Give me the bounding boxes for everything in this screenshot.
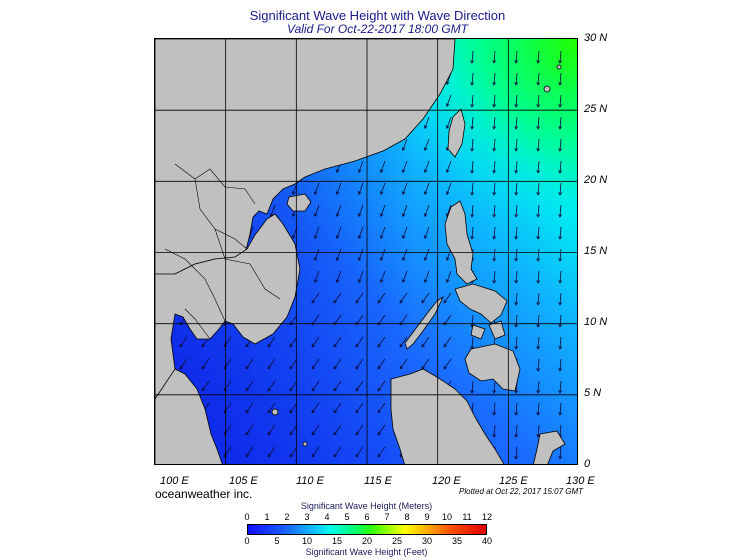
colorbar-meter-tick: 10 xyxy=(441,512,453,522)
colorbar-meter-tick: 9 xyxy=(424,512,430,522)
lat-label-5n: 5 N xyxy=(584,387,602,399)
lon-label-130e: 130 E xyxy=(566,475,595,487)
landmass xyxy=(155,39,566,464)
colorbar-feet-tick: 10 xyxy=(301,536,313,546)
colorbar-meter-tick: 6 xyxy=(364,512,370,522)
lat-lon-grid xyxy=(155,39,577,464)
plotted-timestamp: Plotted at Oct 22, 2017 15:07 GMT xyxy=(459,487,584,496)
lon-label-115e: 115 E xyxy=(364,475,392,487)
map-subtitle: Valid For Oct-22-2017 18:00 GMT xyxy=(287,22,468,36)
lat-label-20n: 20 N xyxy=(584,174,608,186)
palawan-island xyxy=(404,295,444,350)
colorbar-meter-tick: 2 xyxy=(284,512,290,522)
colorbar-feet-tick: 5 xyxy=(274,536,280,546)
lat-label-15n: 15 N xyxy=(584,245,608,257)
lon-label-125e: 125 E xyxy=(499,475,528,487)
colorbar-feet-tick: 40 xyxy=(481,536,493,546)
mindanao-island xyxy=(464,343,521,392)
luzon-island xyxy=(444,200,478,285)
country-borders xyxy=(164,163,281,340)
visayas-islands xyxy=(454,283,508,324)
wave-map xyxy=(154,38,578,465)
colorbar-feet-tick: 25 xyxy=(391,536,403,546)
colorbar-meter-tick: 3 xyxy=(304,512,310,522)
colorbar-title-feet: Significant Wave Height (Feet) xyxy=(305,547,428,557)
lon-label-120e: 120 E xyxy=(432,475,461,487)
colorbar-feet-tick: 20 xyxy=(361,536,373,546)
colorbar-meter-tick: 1 xyxy=(264,512,270,522)
colorbar-meter-tick: 11 xyxy=(462,512,472,522)
sulawesi-island xyxy=(533,430,566,464)
colorbar-meter-tick: 0 xyxy=(244,512,250,522)
colorbar-meter-tick: 12 xyxy=(481,512,493,522)
hainan-island xyxy=(286,193,312,212)
colorbar-meter-tick: 4 xyxy=(324,512,330,522)
lat-label-25n: 25 N xyxy=(584,103,608,115)
credit-text: oceanweather inc. xyxy=(155,487,253,501)
malay-peninsula xyxy=(155,368,223,464)
borneo-island xyxy=(390,368,505,464)
colorbar-feet-tick: 30 xyxy=(421,536,433,546)
taiwan-island xyxy=(447,108,466,158)
lon-label-100e: 100 E xyxy=(160,475,189,487)
lat-label-30n: 30 N xyxy=(584,32,608,44)
colorbar-meter-tick: 7 xyxy=(384,512,390,522)
lon-label-105e: 105 E xyxy=(229,475,258,487)
colorbar-feet-tick: 0 xyxy=(244,536,250,546)
colorbar-feet-tick: 35 xyxy=(451,536,463,546)
lon-label-110e: 110 E xyxy=(296,475,324,487)
colorbar-feet-tick: 15 xyxy=(331,536,343,546)
colorbar-meter-tick: 8 xyxy=(404,512,410,522)
lat-label-0: 0 xyxy=(584,458,591,470)
colorbar xyxy=(247,524,487,535)
colorbar-title-meters: Significant Wave Height (Meters) xyxy=(300,501,433,511)
map-title: Significant Wave Height with Wave Direct… xyxy=(249,8,506,23)
colorbar-meter-tick: 5 xyxy=(344,512,350,522)
lat-label-10n: 10 N xyxy=(584,316,608,328)
